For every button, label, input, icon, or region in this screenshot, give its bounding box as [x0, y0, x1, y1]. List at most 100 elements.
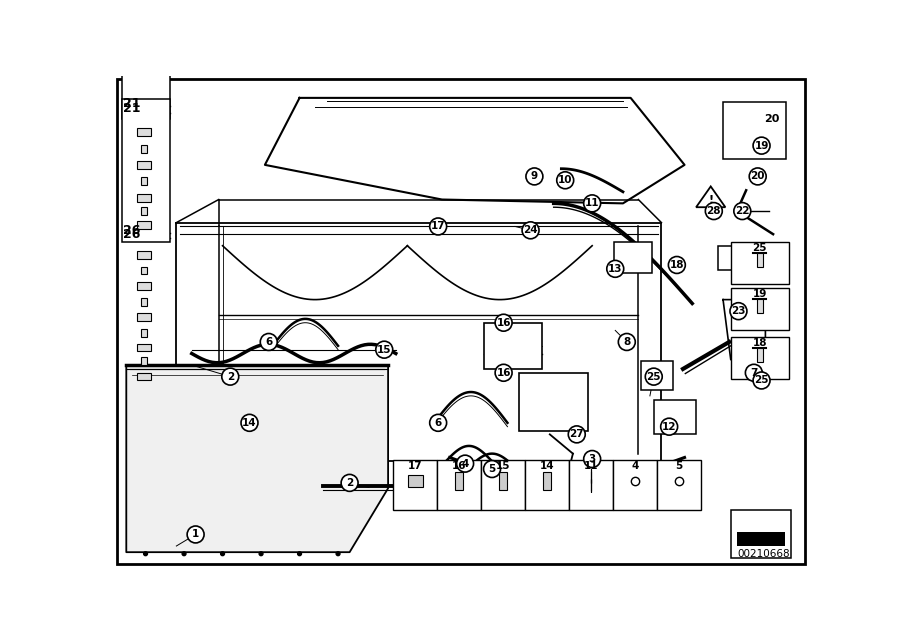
Text: 15: 15: [496, 461, 510, 471]
Bar: [137, 128, 151, 135]
Text: 26: 26: [123, 228, 140, 240]
Text: 6: 6: [435, 418, 442, 428]
Bar: [653, 399, 696, 434]
Bar: [757, 299, 762, 313]
Circle shape: [182, 552, 186, 556]
Text: 21: 21: [123, 102, 140, 115]
Bar: [141, 329, 147, 336]
Circle shape: [456, 455, 473, 472]
Circle shape: [749, 168, 766, 185]
Bar: [137, 282, 151, 289]
Text: 16: 16: [452, 461, 466, 471]
Circle shape: [730, 303, 747, 320]
Circle shape: [568, 426, 585, 443]
Circle shape: [495, 314, 512, 331]
Circle shape: [220, 552, 224, 556]
Bar: [141, 298, 147, 306]
Bar: [137, 251, 151, 259]
Bar: [484, 322, 542, 369]
Bar: [482, 460, 526, 510]
Circle shape: [669, 256, 685, 273]
Text: 22: 22: [735, 206, 750, 216]
Text: 15: 15: [377, 345, 392, 355]
Circle shape: [376, 341, 392, 358]
Bar: [569, 460, 613, 510]
Circle shape: [429, 218, 446, 235]
Text: 9: 9: [531, 172, 538, 181]
Bar: [526, 460, 569, 510]
Bar: [137, 314, 151, 321]
Text: 18: 18: [670, 260, 684, 270]
Text: 18: 18: [752, 338, 767, 348]
Bar: [613, 460, 657, 510]
Bar: [614, 242, 652, 273]
Text: 25: 25: [752, 243, 767, 253]
Bar: [141, 266, 147, 274]
Text: 8: 8: [623, 337, 630, 347]
Circle shape: [221, 368, 239, 385]
Text: 17: 17: [408, 461, 423, 471]
Circle shape: [522, 222, 539, 238]
Polygon shape: [696, 186, 725, 207]
Text: 16: 16: [497, 318, 511, 328]
Bar: [122, 4, 170, 119]
Text: 5: 5: [489, 464, 496, 474]
Text: 28: 28: [706, 206, 721, 216]
Bar: [455, 472, 464, 490]
Text: 16: 16: [497, 368, 511, 378]
Text: 00210668: 00210668: [737, 549, 790, 559]
Text: 20: 20: [764, 114, 779, 123]
Bar: [137, 343, 151, 351]
Circle shape: [495, 364, 512, 381]
Text: 20: 20: [751, 172, 765, 181]
Text: !: !: [708, 195, 714, 205]
Bar: [141, 145, 147, 153]
Bar: [141, 357, 147, 365]
Bar: [137, 161, 151, 169]
Text: 23: 23: [731, 306, 746, 316]
Text: 5: 5: [675, 461, 682, 471]
Circle shape: [336, 552, 340, 556]
Bar: [519, 373, 589, 431]
Bar: [731, 336, 788, 379]
Bar: [500, 472, 507, 490]
Circle shape: [557, 172, 573, 189]
Text: 4: 4: [462, 459, 469, 469]
Bar: [717, 245, 754, 270]
Circle shape: [753, 137, 770, 154]
Circle shape: [753, 372, 770, 389]
Text: 3: 3: [589, 454, 596, 464]
Text: 7: 7: [751, 368, 758, 378]
Bar: [408, 475, 423, 487]
Text: 19: 19: [754, 141, 769, 151]
Circle shape: [618, 333, 635, 350]
Circle shape: [259, 552, 263, 556]
Bar: [657, 460, 701, 510]
Circle shape: [584, 195, 600, 212]
Text: 13: 13: [608, 264, 623, 274]
Bar: [731, 288, 788, 331]
Bar: [757, 253, 762, 267]
Text: 19: 19: [752, 289, 767, 299]
Text: 24: 24: [523, 225, 538, 235]
Bar: [737, 532, 785, 554]
Bar: [141, 207, 147, 215]
Bar: [544, 472, 551, 490]
Bar: [437, 460, 482, 510]
Circle shape: [526, 168, 543, 185]
Text: 1: 1: [192, 529, 199, 539]
Text: 11: 11: [585, 198, 599, 209]
Text: 12: 12: [662, 422, 677, 432]
Circle shape: [298, 552, 302, 556]
Text: 17: 17: [431, 221, 446, 232]
Text: 2: 2: [346, 478, 353, 488]
Circle shape: [745, 364, 762, 381]
Bar: [757, 348, 762, 362]
Text: 27: 27: [570, 429, 584, 439]
Circle shape: [734, 203, 751, 219]
Text: 25: 25: [646, 371, 661, 382]
Circle shape: [607, 260, 624, 277]
Circle shape: [187, 526, 204, 543]
Bar: [641, 361, 673, 391]
Text: 26: 26: [123, 224, 140, 237]
